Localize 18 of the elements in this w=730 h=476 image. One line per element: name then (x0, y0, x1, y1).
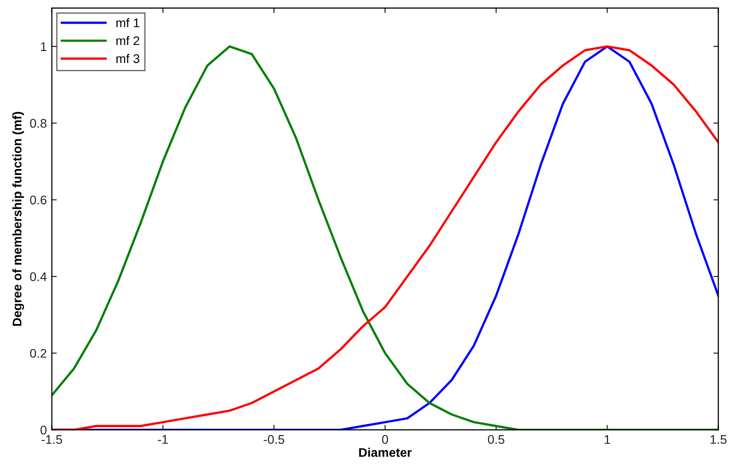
x-axis-title: Diameter (359, 448, 412, 457)
y-tick-label: 0 (40, 426, 46, 434)
y-tick-label: 0.2 (30, 348, 46, 358)
x-tick-label: -0.5 (264, 435, 284, 444)
legend-label: mf 2 (116, 36, 140, 46)
y-tick-label: 0.4 (30, 272, 47, 282)
y-tick-label: 0.8 (30, 118, 46, 128)
x-tick-label: 1.5 (710, 435, 726, 444)
x-tick-label: 0.5 (488, 435, 504, 444)
legend-label: mf 3 (116, 54, 140, 64)
y-tick-label: 1 (40, 42, 46, 51)
x-tick-label: -1 (158, 435, 168, 444)
x-tick-label: -1.5 (42, 435, 62, 444)
y-axis-title: Degree of membership function (mf) (12, 112, 24, 326)
y-tick-label: 0.6 (30, 196, 46, 204)
legend-label: mf 1 (116, 18, 140, 28)
x-tick-label: 1 (604, 435, 610, 444)
x-tick-label: 0 (382, 435, 388, 444)
